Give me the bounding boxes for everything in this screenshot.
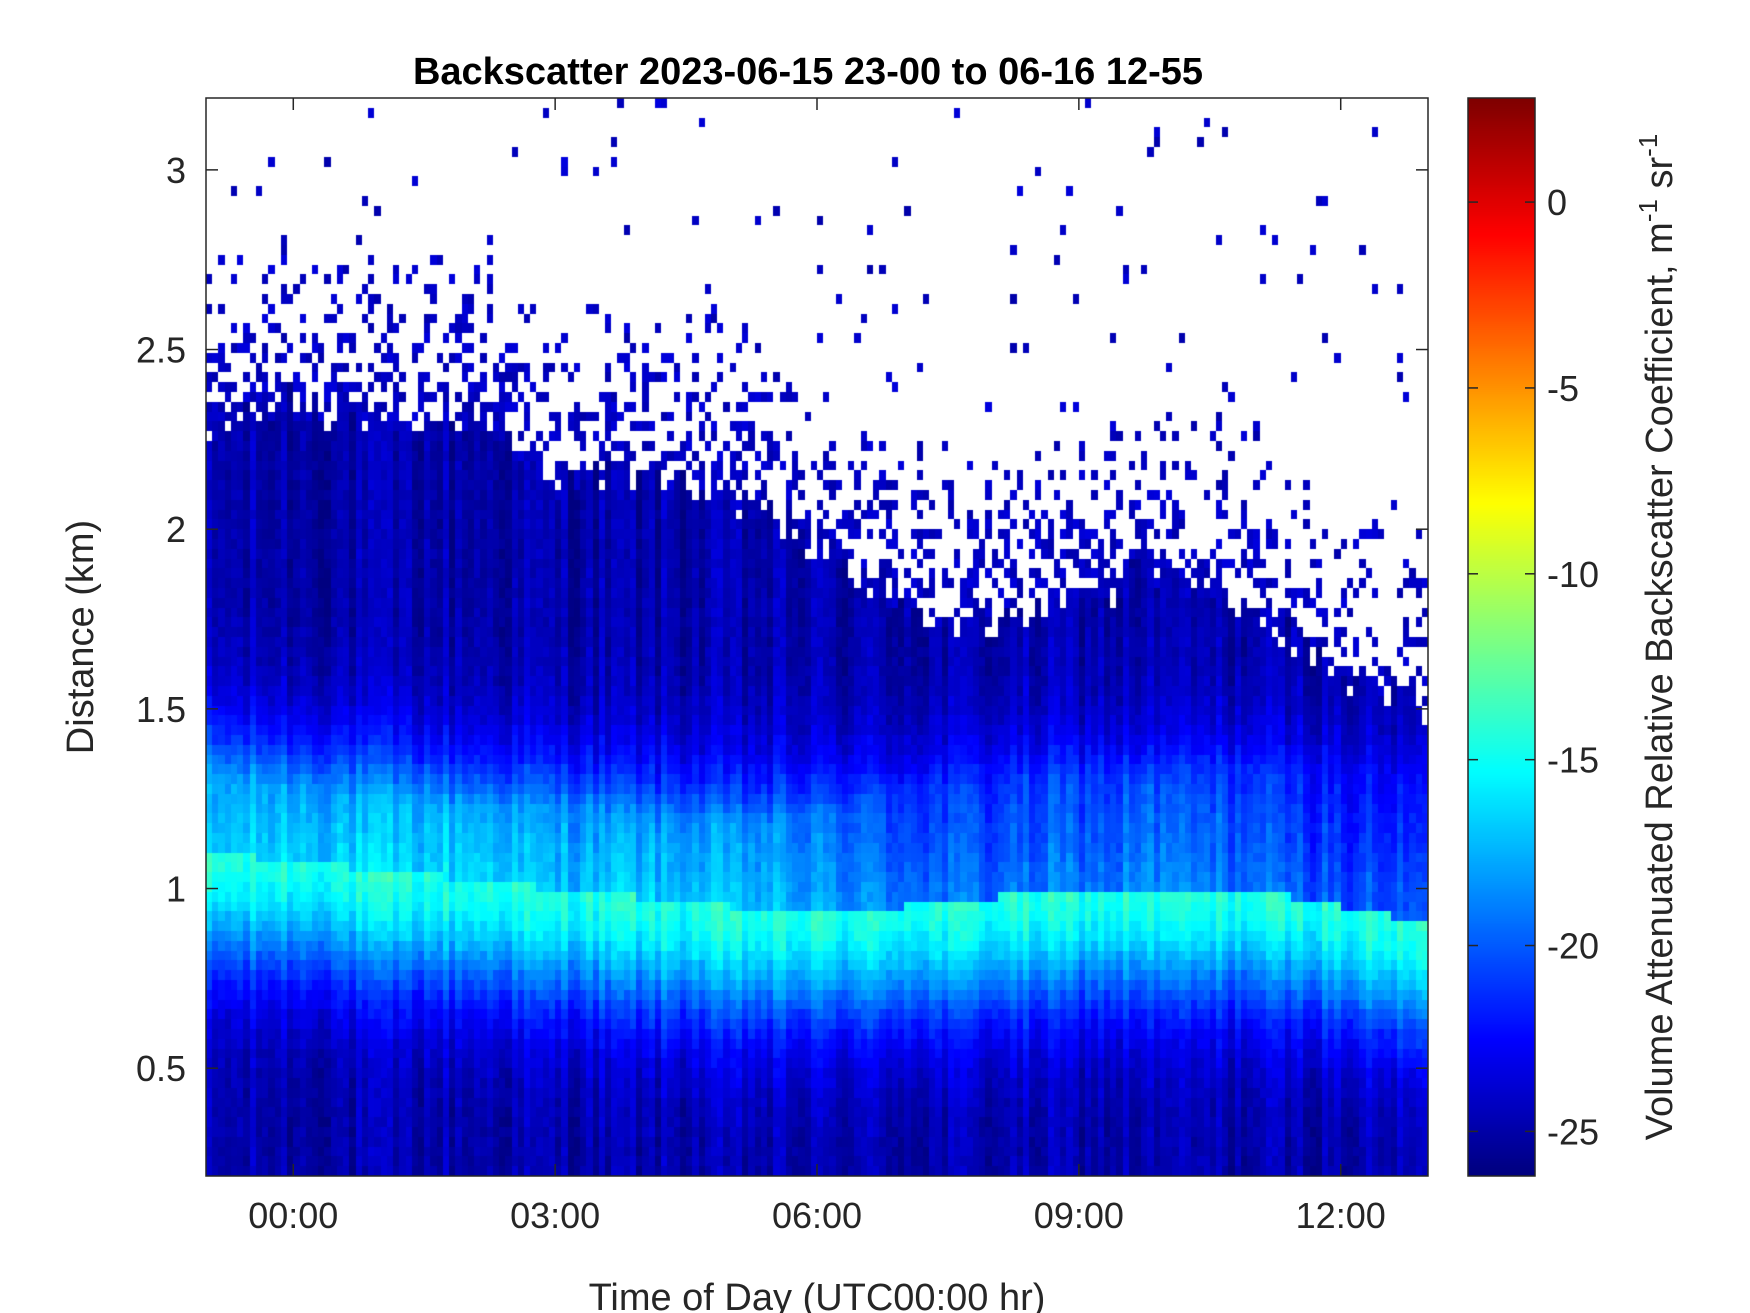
colorbar-label-unit: sr <box>1639 156 1681 199</box>
y-tick-label: 2 <box>166 509 186 550</box>
x-tick-label: 12:00 <box>1296 1195 1386 1236</box>
y-tick-label: 2.5 <box>136 330 186 371</box>
colorbar-label-sup-1: -1 <box>1633 199 1663 222</box>
y-tick-label: 1 <box>166 869 186 910</box>
colorbar-tick-label: -20 <box>1547 926 1599 967</box>
colorbar-gradient <box>1468 98 1535 1176</box>
x-tick-label: 06:00 <box>772 1195 862 1236</box>
y-axis-ticks: 0.5 1 1.5 2 2.5 3 <box>136 150 1428 1089</box>
plot-area <box>205 97 1429 1177</box>
x-tick-label: 00:00 <box>248 1195 338 1236</box>
colorbar-tick-label: -25 <box>1547 1111 1599 1152</box>
y-tick-label: 1.5 <box>136 689 186 730</box>
y-axis-label: Distance (km) <box>60 520 102 754</box>
y-tick-label: 3 <box>166 150 186 191</box>
colorbar-tick-label: -10 <box>1547 554 1599 595</box>
colorbar-label: Volume Attenuated Relative Backscatter C… <box>1633 134 1681 1141</box>
colorbar-label-sup-2: -1 <box>1633 134 1663 157</box>
x-axis-ticks: 00:00 03:00 06:00 09:00 12:00 <box>248 98 1386 1236</box>
colorbar-frame <box>1467 97 1536 1177</box>
colorbar-tick-label: 0 <box>1547 182 1567 223</box>
x-tick-label: 09:00 <box>1034 1195 1124 1236</box>
colorbar-tick-label: -5 <box>1547 368 1579 409</box>
x-axis-label: Time of Day (UTC00:00 hr) <box>589 1277 1046 1313</box>
colorbar: 0 -5 -10 -15 -20 -25 <box>1467 97 1599 1177</box>
colorbar-tick-label: -15 <box>1547 740 1599 781</box>
heatmap-image <box>206 98 1428 1176</box>
colorbar-label-text: Volume Attenuated Relative Backscatter C… <box>1639 222 1681 1140</box>
x-tick-label: 03:00 <box>510 1195 600 1236</box>
colorbar-ticks: 0 -5 -10 -15 -20 -25 <box>1468 182 1599 1152</box>
y-tick-label: 0.5 <box>136 1048 186 1089</box>
chart-title: Backscatter 2023-06-15 23-00 to 06-16 12… <box>413 51 1203 93</box>
